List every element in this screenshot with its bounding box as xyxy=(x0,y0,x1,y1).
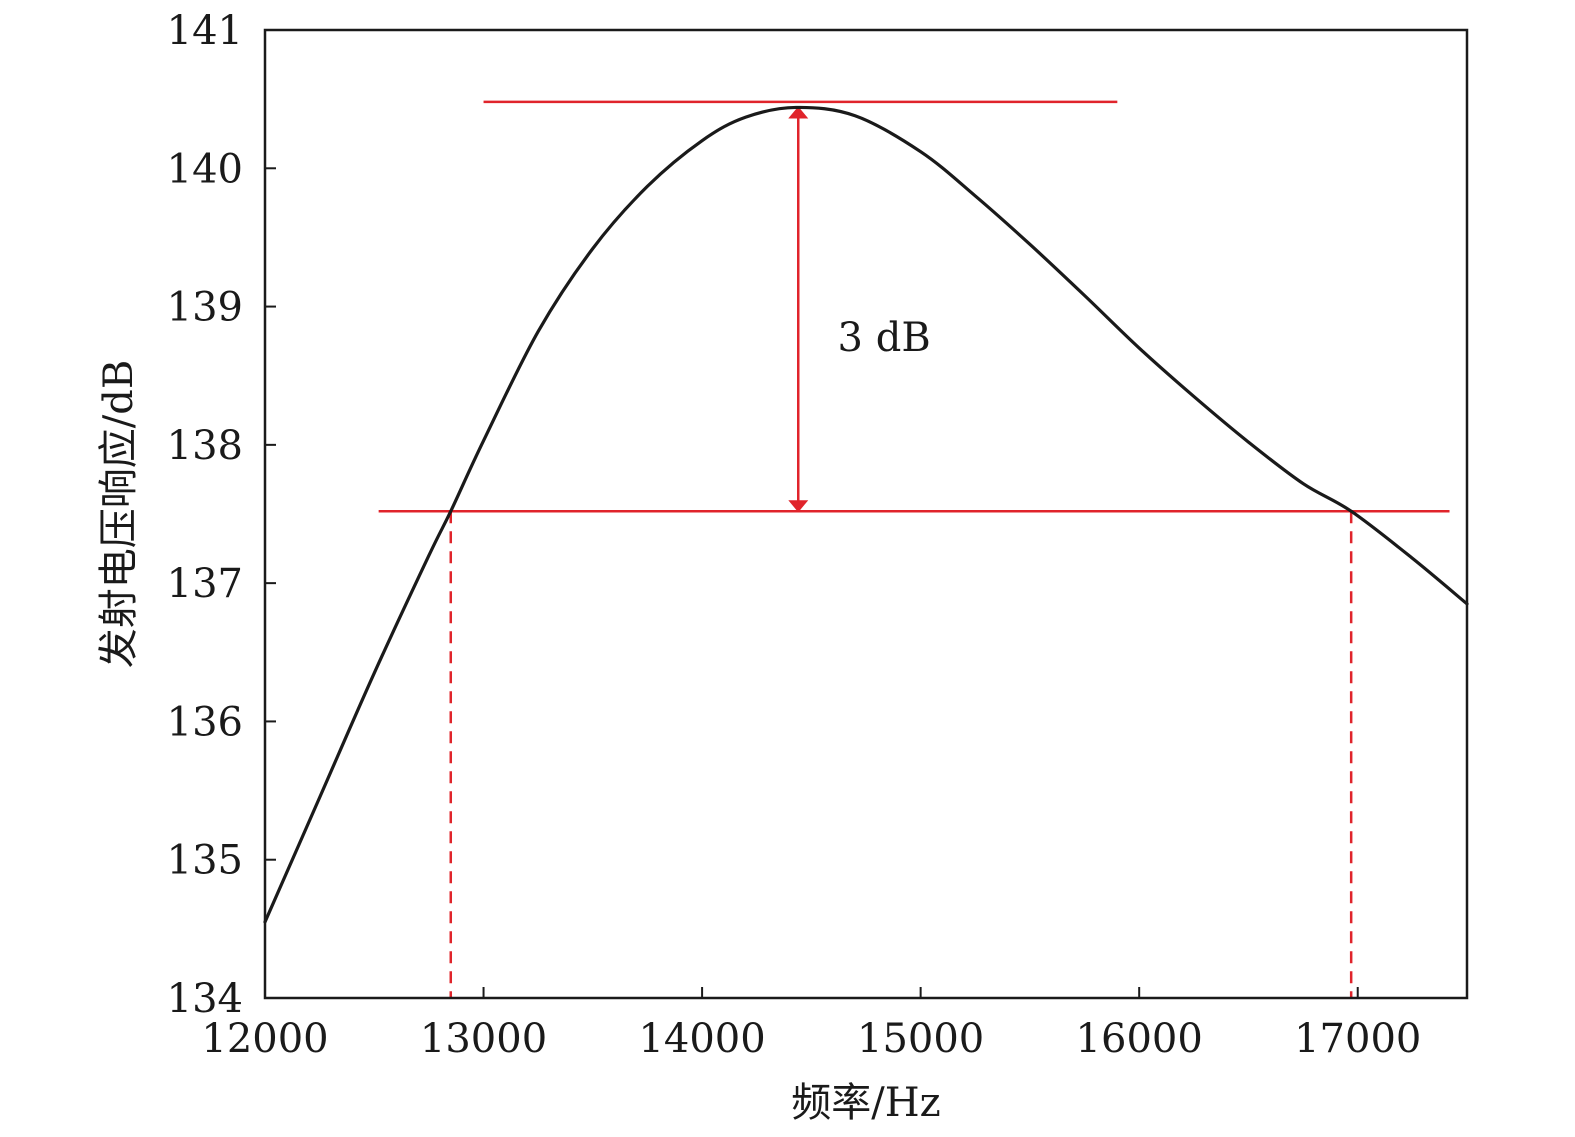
y-tick-label-137: 137 xyxy=(167,561,243,607)
x-axis: 12000 13000 14000 15000 16000 17000 xyxy=(201,987,1421,1062)
series-line-0 xyxy=(263,105,1469,924)
x-axis-title: 频率/Hz xyxy=(791,1080,940,1126)
y-axis: 134 135 136 137 138 139 140 141 xyxy=(167,8,276,1022)
plot-frame xyxy=(263,28,1469,1000)
y-tick-label-141: 141 xyxy=(167,8,243,54)
series-layer xyxy=(263,105,1469,924)
annotation-layer xyxy=(378,100,1450,998)
x-tick-label-14000: 14000 xyxy=(638,1016,765,1062)
x-tick-label-15000: 15000 xyxy=(857,1016,984,1062)
y-tick-label-135: 135 xyxy=(167,838,243,884)
x-tick-label-16000: 16000 xyxy=(1076,1016,1203,1062)
y-tick-label-139: 139 xyxy=(167,285,243,331)
y-tick-label-140: 140 xyxy=(167,146,243,192)
y-tick-label-136: 136 xyxy=(167,699,243,745)
y-tick-label-138: 138 xyxy=(167,423,243,469)
y-axis-title: 发射电压响应/dB xyxy=(96,360,142,668)
band-annotation-label: 3 dB xyxy=(838,315,931,361)
x-tick-label-17000: 17000 xyxy=(1294,1016,1421,1062)
x-tick-label-13000: 13000 xyxy=(420,1016,547,1062)
y-tick-label-134: 134 xyxy=(167,976,243,1022)
x-tick-label-12000: 12000 xyxy=(201,1016,328,1062)
